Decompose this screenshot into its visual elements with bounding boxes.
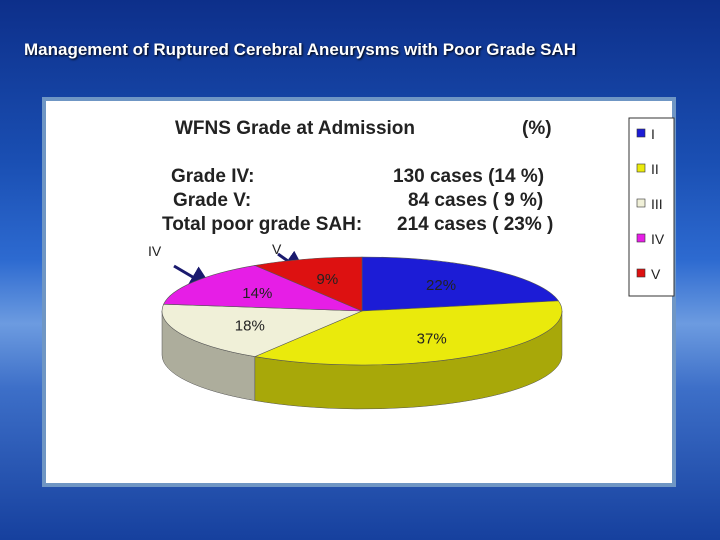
pie-value-label: 9% xyxy=(317,271,339,288)
legend-swatch xyxy=(636,128,646,138)
annotation-grade-iv-value: 130 cases (14 %) xyxy=(393,166,544,187)
legend-swatch xyxy=(636,198,646,208)
unit-label: (%) xyxy=(522,118,552,139)
pie-value-label: 14% xyxy=(242,285,272,302)
slide-title: Management of Ruptured Cerebral Aneurysm… xyxy=(24,40,576,59)
chart-title: WFNS Grade at Admission xyxy=(175,118,415,139)
pie-slice-IV xyxy=(163,265,363,312)
legend-label: IV xyxy=(651,231,665,247)
legend-label: V xyxy=(651,266,661,282)
pie-value-label: 37% xyxy=(417,331,447,348)
annotation-grade-iv-label: Grade IV: xyxy=(171,166,254,187)
legend-label: II xyxy=(651,161,659,177)
annotation-grade-v-value: 84 cases ( 9 %) xyxy=(408,190,543,211)
arrow-label-iv: IV xyxy=(148,243,162,259)
legend-label: I xyxy=(651,126,655,142)
pie-labels: 22% 37% 18% 14% 9% xyxy=(235,271,456,348)
pie-slice-II xyxy=(253,300,563,366)
pie-slice-V xyxy=(253,256,363,312)
annotation-total-label: Total poor grade SAH: xyxy=(162,214,362,235)
legend-swatch xyxy=(636,268,646,278)
arrow-label-v: V xyxy=(272,241,282,257)
legend-swatch xyxy=(636,233,646,243)
legend-swatch xyxy=(636,163,646,173)
pie-value-label: 22% xyxy=(426,277,456,294)
annotation-total-value: 214 cases ( 23% ) xyxy=(397,214,553,235)
pie-slice-III xyxy=(161,303,363,357)
legend-frame xyxy=(628,117,675,297)
pie-top xyxy=(161,256,563,366)
pie-slice-I xyxy=(361,256,560,312)
annotation-grade-v-label: Grade V: xyxy=(173,190,251,211)
legend-label: III xyxy=(651,196,663,212)
pie-value-label: 18% xyxy=(235,317,265,334)
